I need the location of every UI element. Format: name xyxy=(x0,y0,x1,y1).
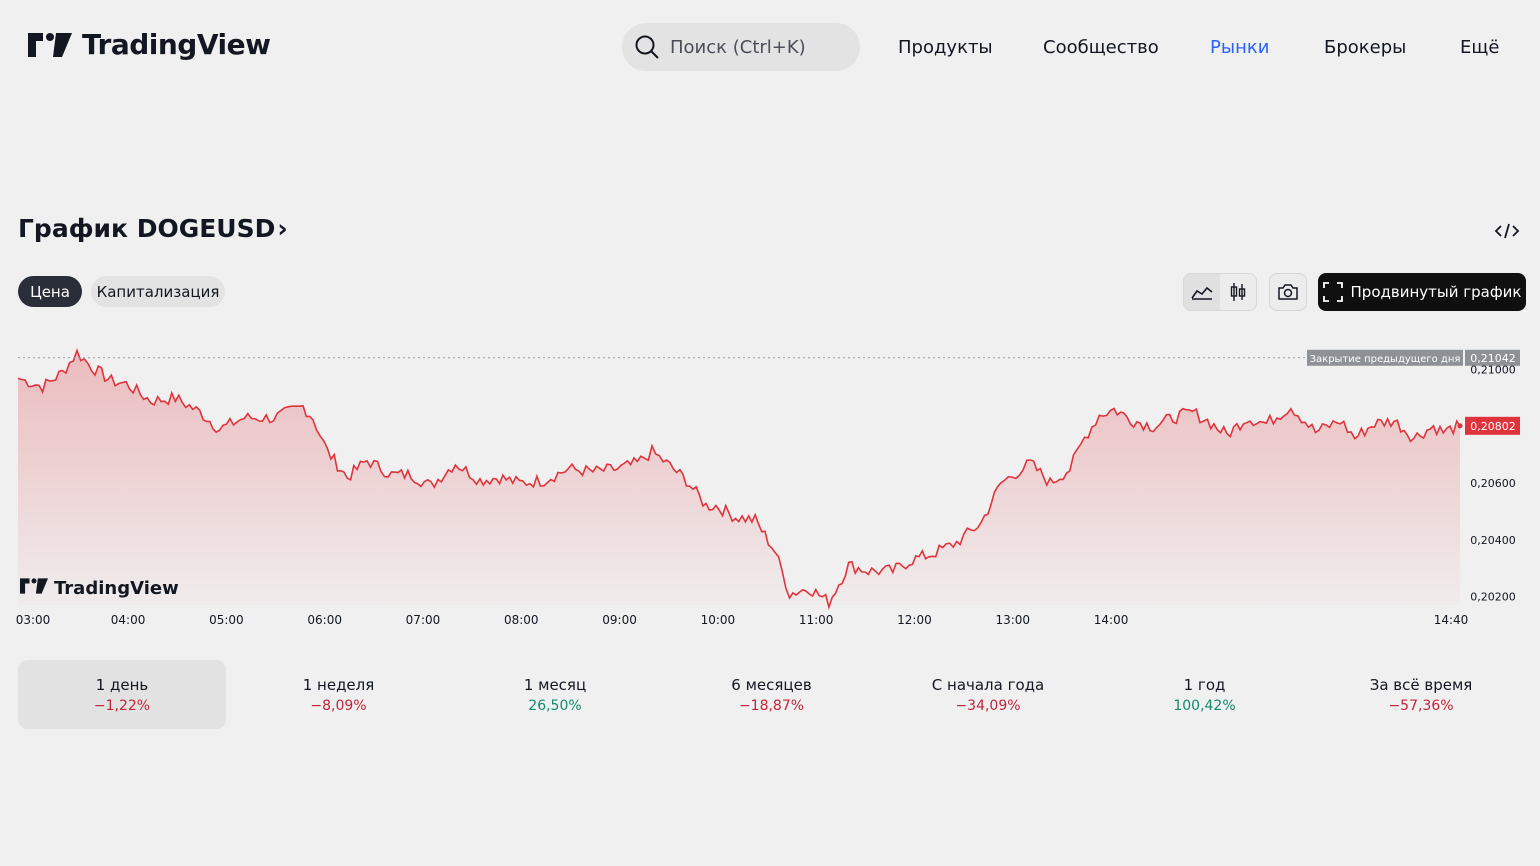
period-change: −8,09% xyxy=(310,697,367,714)
x-tick-label: 13:00 xyxy=(995,613,1030,627)
nav-brokers[interactable]: Брокеры xyxy=(1324,37,1407,58)
nav-products[interactable]: Продукты xyxy=(898,37,993,58)
chart-type-toggle xyxy=(1183,273,1257,311)
x-tick-label: 14:40 xyxy=(1434,613,1469,627)
period-change: 26,50% xyxy=(528,697,582,714)
period-3[interactable]: 6 месяцев −18,87% xyxy=(668,660,876,729)
area-chart-icon xyxy=(1191,286,1213,300)
period-label: 1 день xyxy=(95,675,149,694)
period-label: С начала года xyxy=(931,675,1045,694)
last-price-value: 0,20802 xyxy=(1470,420,1516,433)
x-tick-label: 14:00 xyxy=(1094,613,1129,627)
x-tick-label: 12:00 xyxy=(897,613,932,627)
camera-icon xyxy=(1278,284,1298,300)
snapshot-button[interactable] xyxy=(1269,273,1307,311)
last-price-point xyxy=(1457,423,1463,429)
tab-market-cap[interactable]: Капитализация xyxy=(91,276,225,307)
search-icon xyxy=(635,35,659,59)
prev-close-label: Закрытие предыдущего дня xyxy=(1310,354,1461,365)
x-tick-label: 07:00 xyxy=(406,613,441,627)
tab-price[interactable]: Цена xyxy=(18,276,82,307)
price-area-fill xyxy=(18,350,1460,608)
watermark-text: TradingView xyxy=(54,578,179,599)
candles-icon xyxy=(1230,283,1246,301)
search-input[interactable]: Поиск (Ctrl+K) xyxy=(622,23,860,71)
prev-close-value-bg xyxy=(1465,349,1520,366)
page-title[interactable]: График DOGEUSD › xyxy=(18,214,288,243)
period-change: −57,36% xyxy=(1388,697,1454,714)
nav-community[interactable]: Сообщество xyxy=(1043,37,1159,58)
period-label: 1 неделя xyxy=(302,675,375,694)
search-placeholder: Поиск (Ctrl+K) xyxy=(670,36,806,58)
period-label: 1 год xyxy=(1183,675,1226,694)
y-tick-label: 0,20400 xyxy=(1470,534,1516,547)
x-tick-label: 05:00 xyxy=(209,613,244,627)
x-tick-label: 06:00 xyxy=(307,613,342,627)
x-tick-label: 08:00 xyxy=(504,613,539,627)
price-series-line xyxy=(17,348,1461,611)
code-icon xyxy=(1494,223,1520,239)
period-6[interactable]: За всё время −57,36% xyxy=(1317,660,1525,729)
advanced-chart-label: Продвинутый график xyxy=(1350,283,1522,301)
price-chart[interactable]: Закрытие предыдущего дня 0,21042 0,20802… xyxy=(0,320,1540,635)
period-change: 100,42% xyxy=(1173,697,1236,714)
nav-markets[interactable]: Рынки xyxy=(1210,37,1270,58)
period-change: −34,09% xyxy=(955,697,1021,714)
fullscreen-icon xyxy=(1322,282,1343,302)
period-change: −1,22% xyxy=(93,697,151,714)
tradingview-logo-icon xyxy=(28,32,72,57)
logo-text: TradingView xyxy=(82,28,271,61)
area-chart-button[interactable] xyxy=(1184,274,1220,310)
x-tick-label: 10:00 xyxy=(701,613,736,627)
tradingview-logo[interactable]: TradingView xyxy=(28,28,271,61)
period-5[interactable]: 1 год 100,42% xyxy=(1101,660,1309,729)
x-tick-label: 11:00 xyxy=(799,613,834,627)
period-label: За всё время xyxy=(1369,675,1473,694)
prev-close-label-bg xyxy=(1307,349,1463,366)
y-tick-label: 0,20600 xyxy=(1470,477,1516,490)
period-label: 6 месяцев xyxy=(731,675,812,694)
advanced-chart-button[interactable]: Продвинутый график xyxy=(1318,273,1526,311)
nav-more[interactable]: Ещё xyxy=(1460,37,1500,58)
x-tick-label: 09:00 xyxy=(602,613,637,627)
y-tick-label: 0,20200 xyxy=(1470,590,1516,603)
page-title-text: График DOGEUSD xyxy=(18,214,276,243)
period-0[interactable]: 1 день −1,22% xyxy=(18,660,226,729)
period-4[interactable]: С начала года −34,09% xyxy=(884,660,1092,729)
candles-chart-button[interactable] xyxy=(1220,274,1256,310)
embed-code-button[interactable] xyxy=(1494,220,1520,242)
watermark-logo-icon xyxy=(20,578,48,594)
chevron-right-icon: › xyxy=(277,214,288,243)
chart-watermark: TradingView xyxy=(20,578,179,599)
y-tick-label: 0,21000 xyxy=(1470,364,1516,377)
x-tick-label: 04:00 xyxy=(111,613,146,627)
prev-close-value: 0,21042 xyxy=(1470,352,1516,365)
period-change: −18,87% xyxy=(738,697,805,714)
period-1[interactable]: 1 неделя −8,09% xyxy=(235,660,443,729)
last-price-badge xyxy=(1465,416,1520,435)
period-label: 1 месяц xyxy=(523,675,587,694)
x-tick-label: 03:00 xyxy=(16,613,51,627)
period-2[interactable]: 1 месяц 26,50% xyxy=(451,660,659,729)
